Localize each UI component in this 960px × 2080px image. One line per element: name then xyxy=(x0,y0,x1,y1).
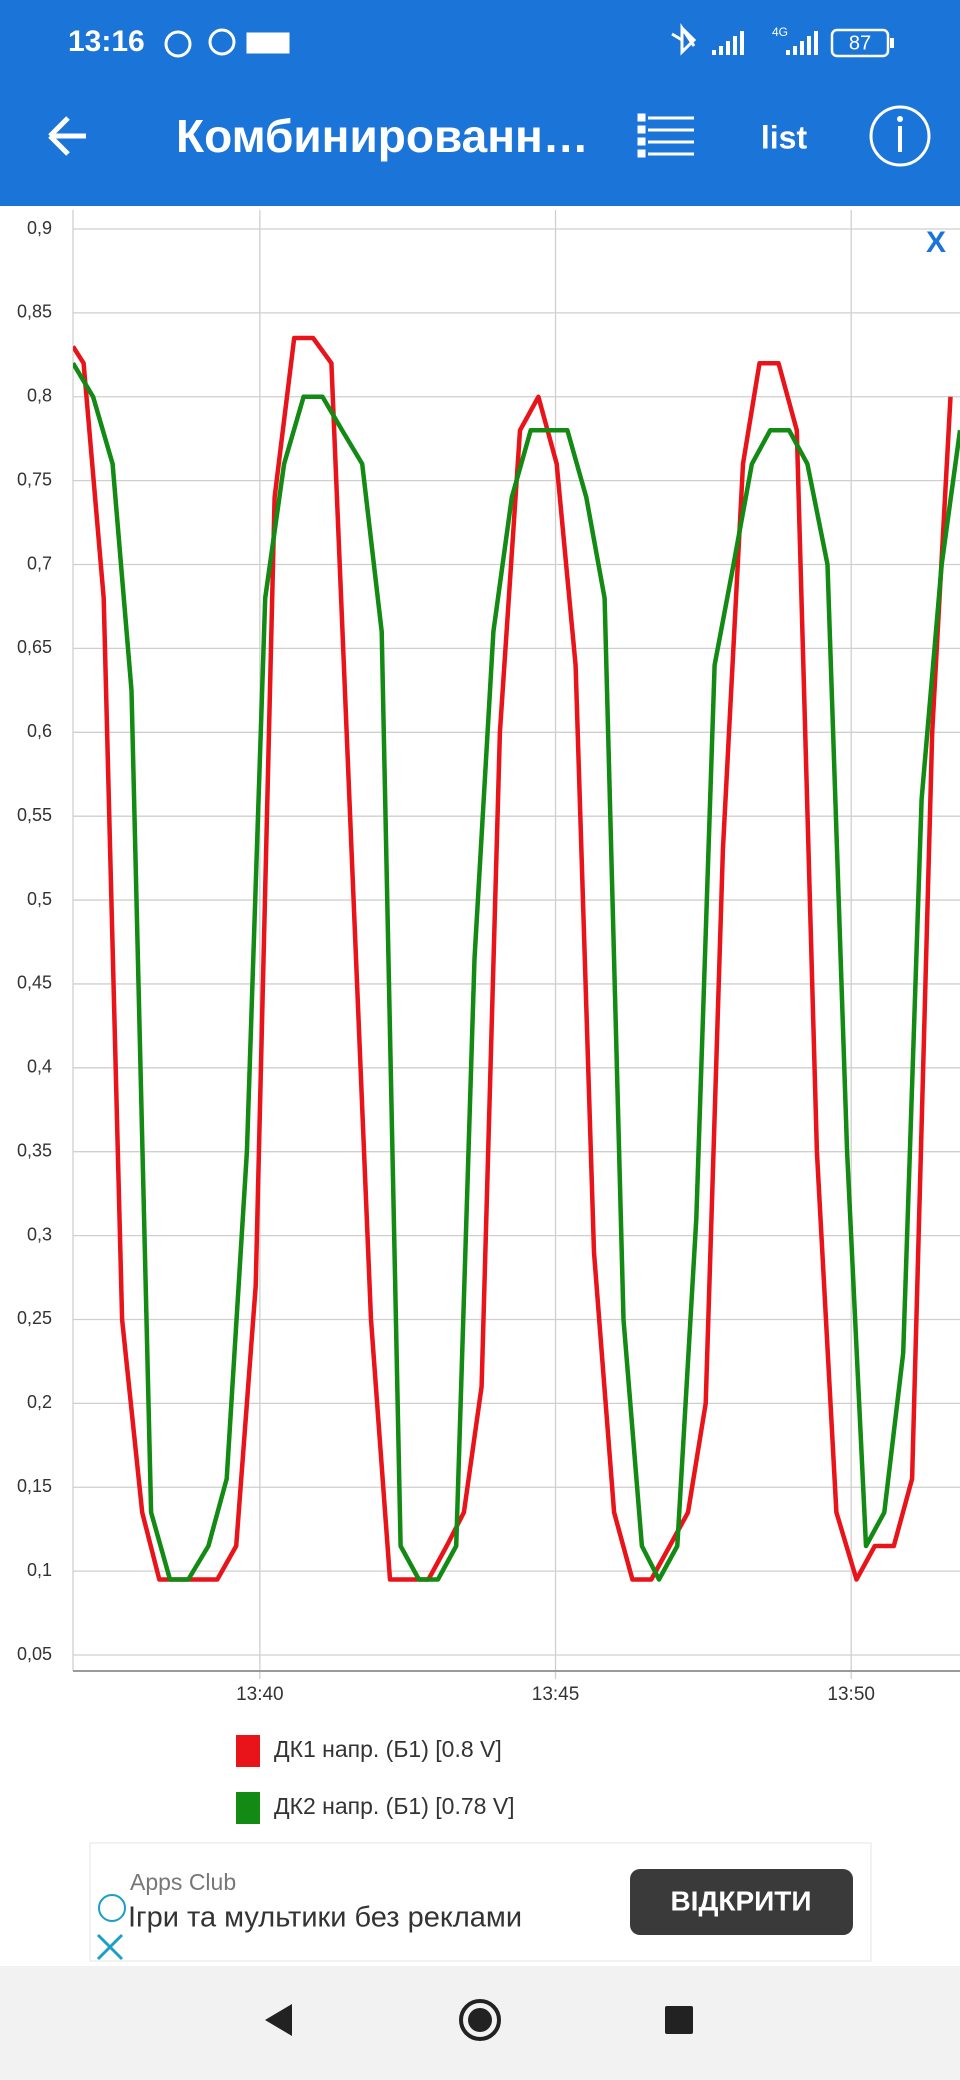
y-tick-label: 0,15 xyxy=(17,1476,52,1496)
legend-swatch xyxy=(236,1792,260,1824)
y-tick-label: 0,1 xyxy=(27,1560,52,1580)
status-time: 13:16 xyxy=(68,25,145,58)
y-tick-label: 0,75 xyxy=(17,469,52,489)
y-tick-label: 0,3 xyxy=(27,1224,52,1244)
status-battery: 87 xyxy=(849,32,871,54)
y-tick-label: 0,65 xyxy=(17,637,52,657)
battery-tip xyxy=(890,38,894,48)
y-tick-label: 0,25 xyxy=(17,1308,52,1328)
y-tick-label: 0,4 xyxy=(27,1057,52,1077)
signal-bars xyxy=(712,31,818,55)
app-title: Комбинированн… xyxy=(176,110,589,162)
legend-label: ДК1 напр. (Б1) [0.8 V] xyxy=(274,1736,502,1762)
ad-button-label: ВІДКРИТИ xyxy=(670,1885,811,1916)
y-tick-label: 0,85 xyxy=(17,302,52,322)
menu-list[interactable]: list xyxy=(761,119,808,155)
nav-home-dot xyxy=(468,2008,492,2032)
y-tick-label: 0,9 xyxy=(27,218,52,238)
close-chart[interactable]: X xyxy=(926,226,946,259)
back-button[interactable] xyxy=(48,116,86,156)
info-button[interactable] xyxy=(869,105,931,167)
info-dot xyxy=(897,116,903,122)
series-line xyxy=(73,335,953,1582)
legend-swatch xyxy=(236,1735,260,1767)
ad-source: Apps Club xyxy=(130,1869,236,1895)
x-tick-label: 13:45 xyxy=(532,1684,580,1705)
y-tick-label: 0,05 xyxy=(17,1644,52,1664)
nav-home[interactable] xyxy=(459,1999,501,2041)
y-tick-label: 0,6 xyxy=(27,721,52,741)
y-tick-label: 0,2 xyxy=(27,1392,52,1412)
x-tick-label: 13:50 xyxy=(827,1684,875,1705)
nav-back[interactable] xyxy=(265,2004,292,2036)
legend-label: ДК2 напр. (Б1) [0.78 V] xyxy=(274,1793,515,1819)
y-tick-label: 0,7 xyxy=(27,553,52,573)
y-tick-label: 0,5 xyxy=(27,889,52,909)
y-tick-label: 0,35 xyxy=(17,1140,52,1160)
y-tick-label: 0,45 xyxy=(17,973,52,993)
ad-text: Ігри та мультики без реклами xyxy=(128,1902,522,1934)
ad-button[interactable] xyxy=(630,1869,853,1935)
header-bg xyxy=(0,0,960,206)
status-icons xyxy=(164,23,697,58)
status-network: 4G xyxy=(772,25,788,39)
ad-info[interactable] xyxy=(98,1894,126,1922)
y-tick-label: 0,55 xyxy=(17,805,52,825)
ad-close[interactable] xyxy=(96,1933,124,1961)
series-line xyxy=(73,362,960,1582)
chart: 0,05 0,1 0,15 0,2 0,25 0,3 0,35 0,4 0,45 0,5 0,55 0… xyxy=(17,210,960,1824)
list-icon[interactable] xyxy=(637,113,694,158)
x-tick-label: 13:40 xyxy=(236,1684,284,1705)
y-tick-label: 0,8 xyxy=(27,386,52,406)
nav-recent[interactable] xyxy=(665,2006,693,2034)
battery-outline xyxy=(830,28,890,58)
